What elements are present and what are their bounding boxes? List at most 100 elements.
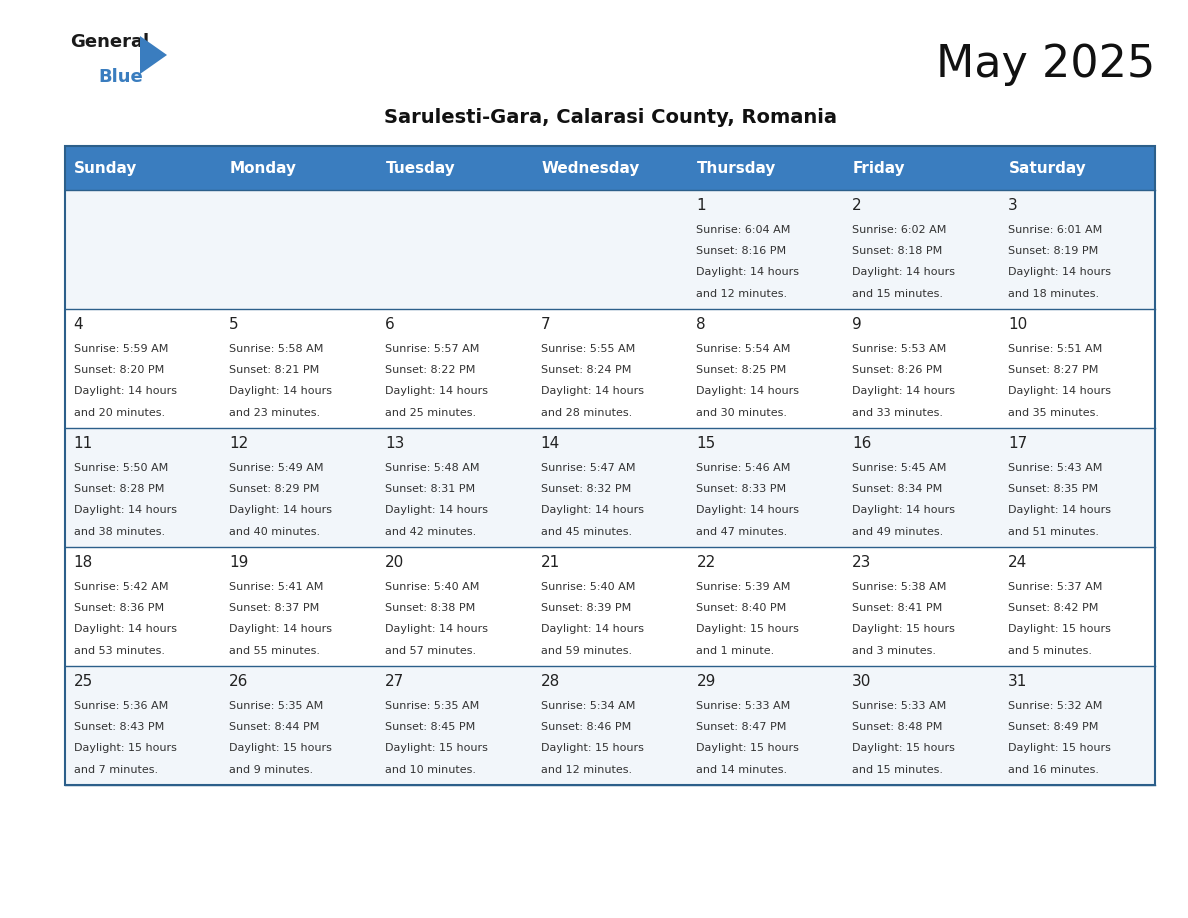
Text: and 12 minutes.: and 12 minutes.	[541, 765, 632, 775]
Text: and 18 minutes.: and 18 minutes.	[1007, 289, 1099, 298]
Text: Sunset: 8:47 PM: Sunset: 8:47 PM	[696, 722, 786, 732]
Text: Sunset: 8:37 PM: Sunset: 8:37 PM	[229, 603, 320, 613]
Text: Daylight: 14 hours: Daylight: 14 hours	[696, 386, 800, 397]
Text: 12: 12	[229, 436, 248, 452]
Text: Sunrise: 5:59 AM: Sunrise: 5:59 AM	[74, 343, 168, 353]
Text: Sunrise: 5:47 AM: Sunrise: 5:47 AM	[541, 463, 636, 473]
Text: 21: 21	[541, 555, 560, 570]
Bar	[377, 146, 532, 190]
Text: Sunrise: 5:53 AM: Sunrise: 5:53 AM	[852, 343, 947, 353]
Text: Sunset: 8:31 PM: Sunset: 8:31 PM	[385, 484, 475, 494]
Text: Sunset: 8:19 PM: Sunset: 8:19 PM	[1007, 246, 1098, 256]
Text: Sunrise: 5:38 AM: Sunrise: 5:38 AM	[852, 581, 947, 591]
Text: Sunset: 8:28 PM: Sunset: 8:28 PM	[74, 484, 164, 494]
Text: and 14 minutes.: and 14 minutes.	[696, 765, 788, 775]
Text: and 15 minutes.: and 15 minutes.	[852, 289, 943, 298]
Text: Daylight: 14 hours: Daylight: 14 hours	[229, 624, 333, 634]
Text: 9: 9	[852, 318, 861, 332]
Bar	[65, 309, 1155, 428]
Text: and 57 minutes.: and 57 minutes.	[385, 645, 476, 655]
Text: and 47 minutes.: and 47 minutes.	[696, 527, 788, 537]
Text: and 35 minutes.: and 35 minutes.	[1007, 408, 1099, 418]
Text: Daylight: 14 hours: Daylight: 14 hours	[541, 624, 644, 634]
Text: Blue: Blue	[97, 68, 143, 86]
Text: and 38 minutes.: and 38 minutes.	[74, 527, 165, 537]
Text: Sunrise: 6:02 AM: Sunrise: 6:02 AM	[852, 225, 947, 234]
Text: Daylight: 14 hours: Daylight: 14 hours	[74, 505, 177, 515]
Text: 8: 8	[696, 318, 706, 332]
Text: Sunrise: 5:46 AM: Sunrise: 5:46 AM	[696, 463, 791, 473]
Text: and 33 minutes.: and 33 minutes.	[852, 408, 943, 418]
Text: Sunset: 8:48 PM: Sunset: 8:48 PM	[852, 722, 942, 732]
Text: Wednesday: Wednesday	[542, 161, 640, 175]
Text: and 45 minutes.: and 45 minutes.	[541, 527, 632, 537]
Text: Sunset: 8:22 PM: Sunset: 8:22 PM	[385, 365, 475, 375]
Text: Sunrise: 5:40 AM: Sunrise: 5:40 AM	[541, 581, 636, 591]
Text: Sunset: 8:45 PM: Sunset: 8:45 PM	[385, 722, 475, 732]
Text: Daylight: 14 hours: Daylight: 14 hours	[852, 505, 955, 515]
Text: Daylight: 14 hours: Daylight: 14 hours	[696, 267, 800, 277]
Text: Sunset: 8:16 PM: Sunset: 8:16 PM	[696, 246, 786, 256]
Text: Sunset: 8:21 PM: Sunset: 8:21 PM	[229, 365, 320, 375]
Text: 28: 28	[541, 675, 560, 689]
Text: and 23 minutes.: and 23 minutes.	[229, 408, 321, 418]
Text: 10: 10	[1007, 318, 1028, 332]
Text: Daylight: 14 hours: Daylight: 14 hours	[74, 624, 177, 634]
Text: and 7 minutes.: and 7 minutes.	[74, 765, 158, 775]
Bar	[65, 146, 221, 190]
Text: Daylight: 14 hours: Daylight: 14 hours	[229, 386, 333, 397]
Text: 26: 26	[229, 675, 248, 689]
Text: Sunset: 8:38 PM: Sunset: 8:38 PM	[385, 603, 475, 613]
Text: Sunrise: 5:32 AM: Sunrise: 5:32 AM	[1007, 700, 1102, 711]
Text: 24: 24	[1007, 555, 1028, 570]
Text: Sunset: 8:20 PM: Sunset: 8:20 PM	[74, 365, 164, 375]
Text: Sunrise: 6:01 AM: Sunrise: 6:01 AM	[1007, 225, 1102, 234]
Text: Sunrise: 5:50 AM: Sunrise: 5:50 AM	[74, 463, 168, 473]
Bar	[688, 146, 843, 190]
Text: and 59 minutes.: and 59 minutes.	[541, 645, 632, 655]
Text: and 40 minutes.: and 40 minutes.	[229, 527, 321, 537]
Bar	[65, 666, 1155, 785]
Text: and 55 minutes.: and 55 minutes.	[229, 645, 321, 655]
Bar	[221, 146, 377, 190]
Text: and 20 minutes.: and 20 minutes.	[74, 408, 165, 418]
Text: 16: 16	[852, 436, 872, 452]
Text: Sunrise: 5:54 AM: Sunrise: 5:54 AM	[696, 343, 791, 353]
Text: 6: 6	[385, 318, 394, 332]
Text: Sunset: 8:34 PM: Sunset: 8:34 PM	[852, 484, 942, 494]
Text: Tuesday: Tuesday	[386, 161, 455, 175]
Bar	[65, 190, 1155, 309]
Text: 1: 1	[696, 198, 706, 213]
Text: 14: 14	[541, 436, 560, 452]
Text: Daylight: 15 hours: Daylight: 15 hours	[385, 744, 488, 754]
Text: Sunrise: 5:34 AM: Sunrise: 5:34 AM	[541, 700, 636, 711]
Text: 23: 23	[852, 555, 872, 570]
Text: Sarulesti-Gara, Calarasi County, Romania: Sarulesti-Gara, Calarasi County, Romania	[384, 108, 836, 127]
Text: Sunset: 8:40 PM: Sunset: 8:40 PM	[696, 603, 786, 613]
Text: Sunset: 8:29 PM: Sunset: 8:29 PM	[229, 484, 320, 494]
Polygon shape	[140, 36, 168, 74]
Text: Sunset: 8:27 PM: Sunset: 8:27 PM	[1007, 365, 1098, 375]
Text: Daylight: 15 hours: Daylight: 15 hours	[852, 744, 955, 754]
Text: Daylight: 14 hours: Daylight: 14 hours	[852, 267, 955, 277]
Text: 15: 15	[696, 436, 715, 452]
Text: Sunset: 8:43 PM: Sunset: 8:43 PM	[74, 722, 164, 732]
Text: 7: 7	[541, 318, 550, 332]
Text: 11: 11	[74, 436, 93, 452]
Text: Daylight: 14 hours: Daylight: 14 hours	[385, 386, 488, 397]
Text: 13: 13	[385, 436, 404, 452]
Text: Daylight: 14 hours: Daylight: 14 hours	[696, 505, 800, 515]
Text: and 25 minutes.: and 25 minutes.	[385, 408, 476, 418]
Text: and 15 minutes.: and 15 minutes.	[852, 765, 943, 775]
Text: May 2025: May 2025	[936, 43, 1155, 86]
Text: Daylight: 15 hours: Daylight: 15 hours	[1007, 744, 1111, 754]
Text: and 51 minutes.: and 51 minutes.	[1007, 527, 1099, 537]
Text: 20: 20	[385, 555, 404, 570]
Text: Sunset: 8:46 PM: Sunset: 8:46 PM	[541, 722, 631, 732]
Text: and 30 minutes.: and 30 minutes.	[696, 408, 788, 418]
Text: Daylight: 14 hours: Daylight: 14 hours	[385, 624, 488, 634]
Text: Sunrise: 5:33 AM: Sunrise: 5:33 AM	[852, 700, 947, 711]
Text: and 3 minutes.: and 3 minutes.	[852, 645, 936, 655]
Text: and 5 minutes.: and 5 minutes.	[1007, 645, 1092, 655]
Text: Daylight: 15 hours: Daylight: 15 hours	[696, 624, 800, 634]
